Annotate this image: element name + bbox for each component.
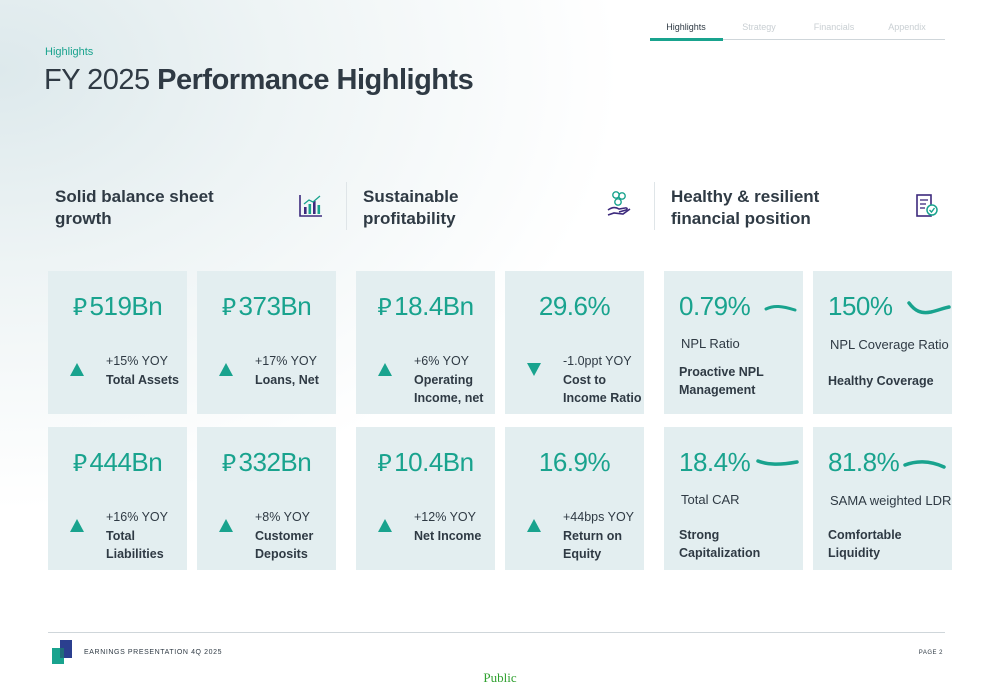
metric-value: ⃁ 10.4Bn bbox=[377, 447, 474, 477]
arrow-down-icon bbox=[527, 363, 541, 376]
column-divider bbox=[346, 182, 347, 230]
card-total-assets: ⃁ 519Bn +15% YOY Total Assets bbox=[48, 271, 187, 414]
column-header-profitability: Sustainable profitability bbox=[363, 186, 633, 234]
metric-name: NPL Ratio bbox=[681, 336, 740, 351]
metric-value: 29.6% bbox=[538, 291, 611, 321]
trend-swoosh bbox=[764, 305, 797, 312]
column-title-line1: Sustainable bbox=[363, 187, 459, 206]
card-operating-income: ⃁ 18.4Bn +6% YOY Operating Income, net bbox=[356, 271, 495, 414]
card-npl-ratio: 0.79% NPL Ratio Proactive NPL Management bbox=[664, 271, 803, 414]
page-title-bold: Performance Highlights bbox=[157, 64, 474, 96]
arrow-up-icon bbox=[378, 363, 392, 376]
column-title-line2: growth bbox=[55, 209, 112, 228]
card-roe: 16.9% +44bps YOY Return on Equity bbox=[505, 427, 644, 570]
metric-value: 0.79% bbox=[679, 291, 751, 321]
arrow-up-icon bbox=[70, 363, 84, 376]
metric-label: Operating Income, net bbox=[414, 373, 484, 405]
yoy-change: -1.0ppt YOY bbox=[563, 354, 632, 368]
column-header-financial-position: Healthy & resilient financial position bbox=[671, 186, 941, 234]
column-title-line2: profitability bbox=[363, 209, 456, 228]
metric-value: ⃁ 444Bn bbox=[72, 447, 163, 477]
tab-appendix[interactable]: Appendix bbox=[888, 22, 926, 32]
arrow-up-icon bbox=[378, 519, 392, 532]
yoy-change: +44bps YOY bbox=[563, 510, 635, 524]
metric-name: NPL Coverage Ratio bbox=[830, 337, 949, 352]
tab-financials[interactable]: Financials bbox=[813, 22, 855, 32]
card-npl-coverage: 150% NPL Coverage Ratio Healthy Coverage bbox=[813, 271, 952, 414]
card-total-car: 18.4% Total CAR Strong Capitalization bbox=[664, 427, 803, 570]
column-title-line2: financial position bbox=[671, 209, 811, 228]
yoy-change: +15% YOY bbox=[106, 354, 168, 368]
riyal-symbol: ⃁ bbox=[377, 450, 392, 477]
arrow-up-icon bbox=[219, 519, 233, 532]
riyal-symbol: ⃁ bbox=[72, 450, 87, 477]
metric-qualifier: Proactive NPL Management bbox=[679, 365, 764, 397]
tab-strategy[interactable]: Strategy bbox=[742, 22, 776, 32]
hand-coins-icon bbox=[607, 191, 631, 216]
footer-divider bbox=[48, 632, 945, 633]
page-number: PAGE 2 bbox=[918, 650, 943, 656]
metric-label: Total Liabilities bbox=[106, 529, 164, 561]
card-cost-to-income: 29.6% -1.0ppt YOY Cost to Income Ratio bbox=[505, 271, 644, 414]
yoy-change: +17% YOY bbox=[255, 354, 317, 368]
column-title-line1: Healthy & resilient bbox=[671, 187, 820, 206]
active-tab-indicator bbox=[650, 38, 723, 41]
top-nav: Highlights Strategy Financials Appendix bbox=[650, 18, 945, 41]
metric-qualifier: Strong Capitalization bbox=[679, 528, 761, 560]
card-customer-deposits: ⃁ 332Bn +8% YOY Customer Deposits bbox=[197, 427, 336, 570]
arrow-up-icon bbox=[70, 519, 84, 532]
metric-label: Net Income bbox=[414, 529, 482, 543]
riyal-symbol: ⃁ bbox=[377, 294, 392, 321]
bar-chart-icon bbox=[299, 195, 322, 217]
metric-value: ⃁ 373Bn bbox=[221, 291, 312, 321]
metric-label: Cost to Income Ratio bbox=[563, 373, 642, 405]
page-title: FY 2025 Performance Highlights bbox=[44, 64, 474, 97]
riyal-symbol: ⃁ bbox=[221, 450, 236, 477]
metric-label: Total Assets bbox=[106, 373, 179, 387]
metric-qualifier: Comfortable Liquidity bbox=[828, 528, 902, 560]
bank-logo bbox=[52, 640, 72, 664]
metric-qualifier: Healthy Coverage bbox=[828, 374, 934, 388]
card-loans-net: ⃁ 373Bn +17% YOY Loans, Net bbox=[197, 271, 336, 414]
riyal-symbol: ⃁ bbox=[221, 294, 236, 321]
riyal-symbol: ⃁ bbox=[72, 294, 87, 321]
metric-name: SAMA weighted LDR bbox=[830, 493, 952, 508]
yoy-change: +8% YOY bbox=[255, 510, 311, 524]
arrow-up-icon bbox=[527, 519, 541, 532]
metric-name: Total CAR bbox=[681, 492, 740, 507]
column-title-line1: Solid balance sheet bbox=[55, 187, 214, 206]
presentation-name: EARNINGS PRESENTATION 4Q 2025 bbox=[84, 649, 223, 656]
trend-swoosh bbox=[903, 460, 946, 469]
yoy-change: +16% YOY bbox=[106, 510, 168, 524]
column-divider bbox=[654, 182, 655, 230]
metric-value: ⃁ 519Bn bbox=[72, 291, 163, 321]
card-sama-ldr: 81.8% SAMA weighted LDR Comfortable Liqu… bbox=[813, 427, 952, 570]
metric-label: Return on Equity bbox=[563, 529, 623, 561]
page-title-light: FY 2025 bbox=[44, 64, 150, 96]
metric-value: ⃁ 18.4Bn bbox=[377, 291, 474, 321]
yoy-change: +12% YOY bbox=[414, 510, 476, 524]
yoy-change: +6% YOY bbox=[414, 354, 470, 368]
metric-value: 18.4% bbox=[679, 447, 751, 477]
metric-label: Loans, Net bbox=[255, 373, 319, 387]
metric-label: Customer Deposits bbox=[255, 529, 314, 561]
section-tag: Highlights bbox=[45, 46, 94, 58]
trend-swoosh bbox=[907, 301, 951, 315]
card-net-income: ⃁ 10.4Bn +12% YOY Net Income bbox=[356, 427, 495, 570]
metric-value: 150% bbox=[828, 291, 893, 321]
document-check-icon bbox=[916, 194, 938, 217]
metric-value: 16.9% bbox=[538, 447, 611, 477]
classification-label: Public bbox=[483, 670, 517, 685]
metric-value: ⃁ 332Bn bbox=[221, 447, 312, 477]
tab-highlights[interactable]: Highlights bbox=[666, 22, 706, 32]
card-total-liabilities: ⃁ 444Bn +16% YOY Total Liabilities bbox=[48, 427, 187, 570]
column-header-balance-sheet: Solid balance sheet growth bbox=[55, 186, 325, 234]
trend-swoosh bbox=[756, 459, 799, 466]
metric-value: 81.8% bbox=[828, 447, 900, 477]
arrow-up-icon bbox=[219, 363, 233, 376]
